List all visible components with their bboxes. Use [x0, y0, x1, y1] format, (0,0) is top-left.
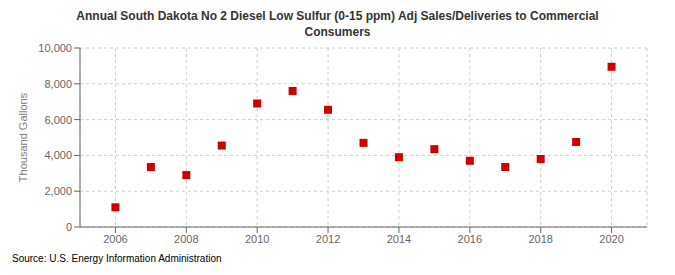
- svg-text:2008: 2008: [174, 233, 198, 245]
- svg-text:2006: 2006: [103, 233, 127, 245]
- svg-text:2020: 2020: [599, 233, 623, 245]
- svg-text:6,000: 6,000: [44, 114, 72, 126]
- svg-text:4,000: 4,000: [44, 149, 72, 161]
- svg-text:2018: 2018: [528, 233, 552, 245]
- svg-text:2012: 2012: [316, 233, 340, 245]
- svg-text:2016: 2016: [458, 233, 482, 245]
- svg-text:8,000: 8,000: [44, 78, 72, 90]
- svg-text:2,000: 2,000: [44, 185, 72, 197]
- html-text:Consumers: Consumers: [304, 25, 371, 39]
- svg-text:2014: 2014: [387, 233, 411, 245]
- svg-text:Thousand Gallons: Thousand Gallons: [17, 92, 29, 182]
- html-text:Annual South Dakota No 2 Diese: Annual South Dakota No 2 Diesel Low Sulf…: [76, 9, 599, 23]
- svg-text:0: 0: [66, 221, 72, 233]
- svg-text:10,000: 10,000: [38, 42, 72, 54]
- svg-text:2010: 2010: [245, 233, 269, 245]
- html-text:Source: U.S. Energy Informatio: Source: U.S. Energy Information Administ…: [12, 253, 222, 264]
